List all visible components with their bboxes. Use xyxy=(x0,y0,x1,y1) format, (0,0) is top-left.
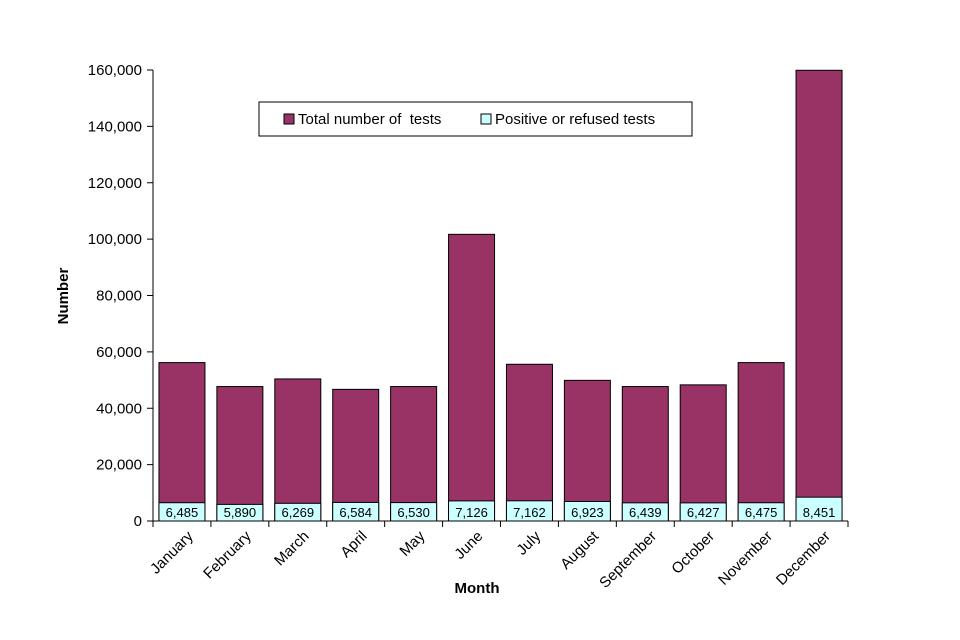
y-tick-label: 80,000 xyxy=(96,288,142,305)
data-label-positive-refused: 6,584 xyxy=(339,505,372,520)
y-tick-label: 60,000 xyxy=(96,344,142,361)
bar-positive-refused xyxy=(679,502,727,522)
bar-positive-refused xyxy=(332,501,380,522)
y-tick-label: 160,000 xyxy=(88,62,142,79)
data-label-positive-refused: 7,162 xyxy=(513,505,546,520)
bar-total-tests xyxy=(621,386,669,522)
plot-area: 0 20,000 40,000 60,000 80,000 100,000 120,000 1… xyxy=(88,62,849,592)
bar-positive-refused xyxy=(737,502,785,522)
legend-swatch-total-tests xyxy=(283,113,295,125)
legend-box xyxy=(258,101,693,137)
bar-positive-refused xyxy=(621,502,669,522)
bar-total-tests xyxy=(332,388,380,522)
data-label-positive-refused: 8,451 xyxy=(803,505,836,520)
x-tick-label: June xyxy=(451,528,486,563)
x-tick-label: December xyxy=(773,528,834,589)
bar-total-tests xyxy=(505,363,553,522)
x-tick-label: January xyxy=(147,527,197,577)
data-label-positive-refused: 6,485 xyxy=(166,505,199,520)
data-label-positive-refused: 6,427 xyxy=(687,505,720,520)
bar-positive-refused xyxy=(448,500,496,522)
legend-label-positive-refused: Positive or refused tests xyxy=(495,111,655,128)
legend-label-total-tests: Total number of tests xyxy=(298,111,441,128)
x-tick-label: April xyxy=(337,528,370,561)
data-label-positive-refused: 6,269 xyxy=(282,505,315,520)
x-tick-label: July xyxy=(513,527,544,558)
bar-total-tests xyxy=(158,362,206,522)
bar-total-tests xyxy=(737,362,785,522)
bar-positive-refused xyxy=(274,502,322,522)
y-tick-label: 100,000 xyxy=(88,231,142,248)
y-tick-label: 0 xyxy=(134,513,142,530)
bar-positive-refused xyxy=(563,500,611,522)
legend-swatch-positive-refused xyxy=(480,113,492,125)
x-tick-label: August xyxy=(557,527,603,573)
data-label-positive-refused: 6,475 xyxy=(745,505,778,520)
y-tick-label: 120,000 xyxy=(88,175,142,192)
x-tick-label: November xyxy=(715,528,776,589)
bar-total-tests xyxy=(679,384,727,522)
data-label-positive-refused: 6,530 xyxy=(397,505,430,520)
y-axis-title: Number xyxy=(55,268,72,325)
y-tick-label: 40,000 xyxy=(96,400,142,417)
data-label-positive-refused: 5,890 xyxy=(224,505,257,520)
bar-total-tests xyxy=(216,386,264,522)
x-tick-label: May xyxy=(396,527,428,559)
x-tick-label: September xyxy=(596,528,660,592)
bar-positive-refused xyxy=(158,502,206,522)
x-tick-label: March xyxy=(271,528,312,569)
data-label-positive-refused: 6,439 xyxy=(629,505,662,520)
bar-total-tests xyxy=(795,69,843,522)
bar-positive-refused xyxy=(216,503,264,522)
bar-total-tests xyxy=(390,386,438,522)
bar-positive-refused xyxy=(505,500,553,522)
bar-total-tests xyxy=(274,378,322,522)
x-tick-label: October xyxy=(668,528,718,578)
bar-total-tests xyxy=(563,379,611,522)
bar-positive-refused xyxy=(795,496,843,522)
y-tick-label: 20,000 xyxy=(96,457,142,474)
data-label-positive-refused: 7,126 xyxy=(455,505,488,520)
legend: Total number of tests Positive or refuse… xyxy=(258,101,693,137)
x-tick-label: February xyxy=(200,527,255,582)
y-tick-label: 140,000 xyxy=(88,118,142,135)
data-label-positive-refused: 6,923 xyxy=(571,505,604,520)
x-axis-title: Month xyxy=(455,580,500,597)
bar-positive-refused xyxy=(390,502,438,522)
bar-total-tests xyxy=(448,233,496,522)
